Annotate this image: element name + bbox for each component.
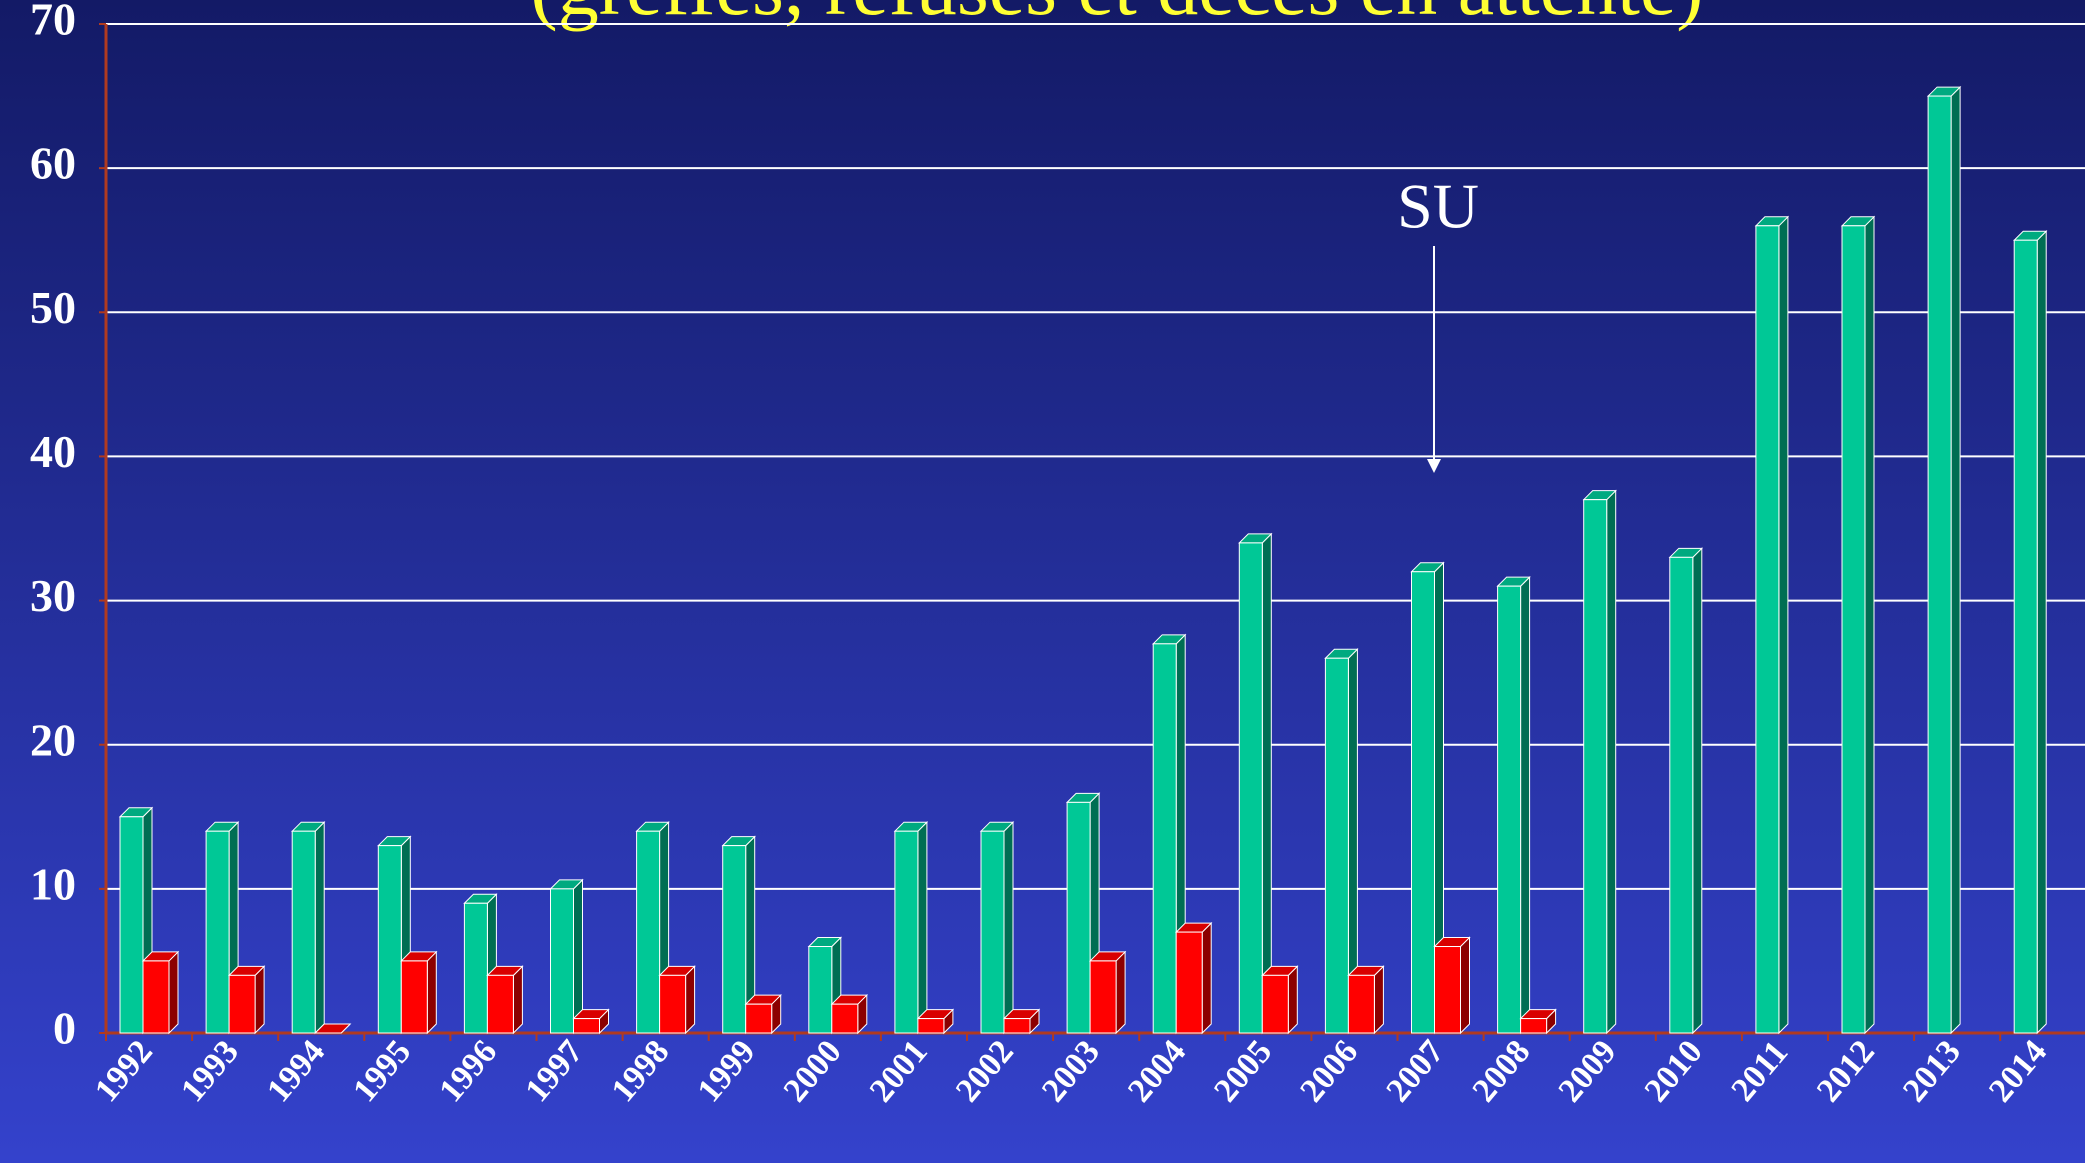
bar [1497, 585, 1522, 1034]
bar-top [313, 1023, 352, 1034]
y-tick-label: 10 [30, 858, 76, 909]
bar [1175, 931, 1203, 1034]
bar [1434, 946, 1461, 1034]
bar-side [2036, 230, 2047, 1035]
y-tick-label: 70 [30, 0, 76, 45]
bar-side [1778, 215, 1789, 1035]
bar [1238, 542, 1263, 1034]
bar-side [573, 878, 583, 1035]
bar [119, 816, 144, 1034]
annotation: SU [1397, 171, 1479, 242]
bar-side [254, 965, 265, 1035]
bar-side [512, 965, 523, 1035]
bar-side [1003, 820, 1014, 1035]
y-tick-label: 20 [30, 714, 76, 765]
bar-side [1115, 950, 1126, 1035]
bar [808, 946, 833, 1034]
bar-side [1201, 921, 1212, 1035]
bar [636, 830, 661, 1034]
bar-side [1950, 85, 1961, 1035]
bar [400, 960, 428, 1034]
bar-side [314, 820, 325, 1035]
bar [1089, 960, 1117, 1034]
bar [486, 974, 514, 1034]
bar [463, 902, 488, 1034]
bar-side [1287, 965, 1298, 1035]
y-tick-label: 60 [30, 138, 76, 189]
bar [205, 830, 230, 1034]
bar-side [1692, 547, 1703, 1035]
bar [1927, 95, 1952, 1034]
bar [1152, 643, 1177, 1034]
bar-side [1520, 575, 1531, 1035]
bar [1347, 974, 1375, 1034]
bar [722, 845, 747, 1034]
bar [291, 830, 316, 1034]
bar-side [917, 820, 928, 1035]
y-tick-label: 40 [30, 426, 76, 477]
bar-side [1261, 532, 1272, 1035]
bar-side [426, 950, 437, 1035]
bar [1841, 225, 1866, 1034]
y-tick-label: 0 [53, 1003, 76, 1054]
bar-side [1864, 215, 1875, 1035]
bar [980, 830, 1005, 1034]
bar [1003, 1018, 1031, 1034]
bar [377, 845, 402, 1034]
bar [228, 974, 256, 1034]
bar [142, 960, 170, 1034]
bar [745, 1003, 773, 1034]
bar [894, 830, 919, 1034]
bar [1324, 657, 1349, 1034]
bar-side [1606, 489, 1617, 1035]
bar [550, 888, 574, 1034]
bar [831, 1003, 859, 1034]
bar-side [168, 950, 179, 1035]
bar [659, 974, 687, 1034]
bar [1583, 499, 1608, 1034]
bar [1411, 571, 1435, 1034]
bar [1261, 974, 1289, 1034]
y-tick-label: 50 [30, 282, 76, 333]
bar [1520, 1018, 1548, 1034]
bar [1669, 556, 1694, 1034]
bar [1066, 801, 1091, 1034]
annotation-arrowhead [1427, 459, 1441, 473]
bar [917, 1018, 945, 1034]
bar-side [1373, 965, 1384, 1035]
y-tick-label: 30 [30, 570, 76, 621]
chart-title: (greffes, refusés et décès en attente) [530, 0, 1703, 32]
bar-side [1460, 936, 1470, 1035]
bar [573, 1018, 600, 1034]
bar [1755, 225, 1780, 1034]
bar [2013, 239, 2038, 1034]
bar-side [685, 965, 696, 1035]
